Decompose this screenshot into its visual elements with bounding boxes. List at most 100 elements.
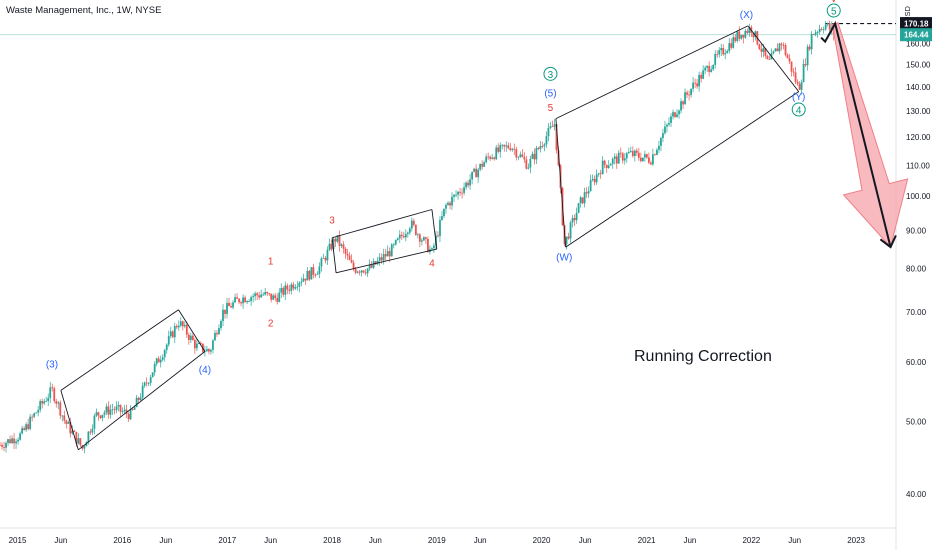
candle-body (420, 240, 423, 242)
candle-body (617, 152, 620, 164)
candle-body (191, 335, 194, 341)
candle-body (366, 268, 369, 274)
candle-body (603, 160, 606, 165)
candle-body (175, 326, 178, 328)
x-tick-label: Jun (369, 536, 382, 545)
candle-body (133, 407, 136, 410)
wave-label: 5 (548, 103, 554, 114)
candle-body (396, 238, 399, 240)
y-tick-label: 40.00 (906, 490, 927, 499)
candle-body (702, 70, 705, 79)
x-tick-label: Jun (683, 536, 696, 545)
candle-body (342, 244, 345, 249)
candle-body (555, 124, 558, 151)
candle-body (782, 44, 785, 46)
y-tick-label: 140.00 (906, 83, 931, 92)
candle-body (400, 234, 403, 237)
candle-body (185, 324, 188, 335)
candle-body (704, 67, 707, 71)
candle-body (425, 237, 427, 239)
candle-body (358, 271, 361, 273)
candle-body (416, 234, 419, 236)
wave-label: (4) (199, 365, 211, 376)
candle-body (214, 332, 216, 341)
candle-body (210, 349, 212, 352)
candle-body (256, 293, 259, 296)
candle-body (195, 343, 198, 349)
candle-body (553, 124, 556, 127)
candle-body (388, 251, 391, 257)
candle-body (611, 158, 614, 165)
candle-body (308, 270, 311, 280)
x-tick-label: 2023 (847, 536, 865, 545)
wave-label: 3 (329, 215, 335, 226)
price-label-text: 164.44 (904, 31, 929, 40)
candle-body (97, 412, 100, 416)
candle-body (794, 72, 797, 82)
candle-body (637, 152, 640, 158)
candle-body (529, 158, 532, 168)
candle-body (499, 145, 502, 152)
candle-body (656, 149, 658, 155)
candle-body (77, 438, 80, 444)
candle-body (668, 122, 670, 125)
candle-body (732, 37, 735, 48)
candle-body (748, 27, 751, 33)
projection-path (820, 20, 892, 248)
candle-body (5, 442, 7, 448)
channel-right-edge (747, 25, 800, 92)
candle-body (328, 243, 331, 250)
candle-body (764, 48, 767, 56)
y-tick-label: 160.00 (906, 40, 931, 49)
candle-body (583, 192, 586, 204)
candle-body (338, 235, 341, 246)
candle-body (155, 358, 158, 364)
candle-body (688, 94, 690, 96)
running-correction-label: Running Correction (634, 348, 772, 365)
candle-body (406, 232, 409, 235)
candle-body (660, 138, 662, 146)
candle-body (613, 156, 616, 159)
candle-body (153, 363, 156, 373)
candle-body (278, 292, 281, 302)
candle-body (814, 32, 817, 35)
candle-body (344, 248, 347, 254)
candle-body (290, 284, 293, 291)
candle-body (414, 224, 417, 235)
candle-body (402, 236, 405, 238)
channel-upper-line (555, 25, 749, 120)
candle-body (650, 162, 652, 165)
candle-body (694, 82, 697, 84)
candle-body (53, 388, 56, 402)
candle-body (736, 31, 739, 41)
candle-body (121, 411, 124, 413)
candle-body (17, 439, 19, 442)
candle-body (664, 126, 666, 134)
channel-lower-line (335, 248, 437, 274)
candle-body (324, 257, 327, 261)
wave-label-circle (791, 102, 806, 117)
candle-body (471, 171, 474, 180)
candle-body (549, 126, 552, 128)
candle-body (662, 133, 664, 139)
candle-body (119, 404, 122, 412)
candle-body (79, 438, 82, 446)
candle-body (298, 282, 301, 287)
candle-body (139, 397, 142, 401)
candle-body (330, 243, 333, 250)
candle-body (177, 325, 180, 328)
channel-upper-line (60, 309, 179, 391)
candle-body (372, 261, 375, 268)
candle-body (234, 297, 236, 303)
x-tick-label: 2020 (533, 536, 551, 545)
candle-body (790, 61, 793, 72)
candle-body (228, 302, 230, 307)
candle-body (410, 220, 413, 229)
candle-body (581, 197, 584, 204)
candle-body (523, 156, 526, 160)
candle-body (826, 23, 829, 25)
candle-body (676, 114, 678, 117)
candle-body (451, 196, 453, 206)
candle-body (33, 413, 36, 417)
